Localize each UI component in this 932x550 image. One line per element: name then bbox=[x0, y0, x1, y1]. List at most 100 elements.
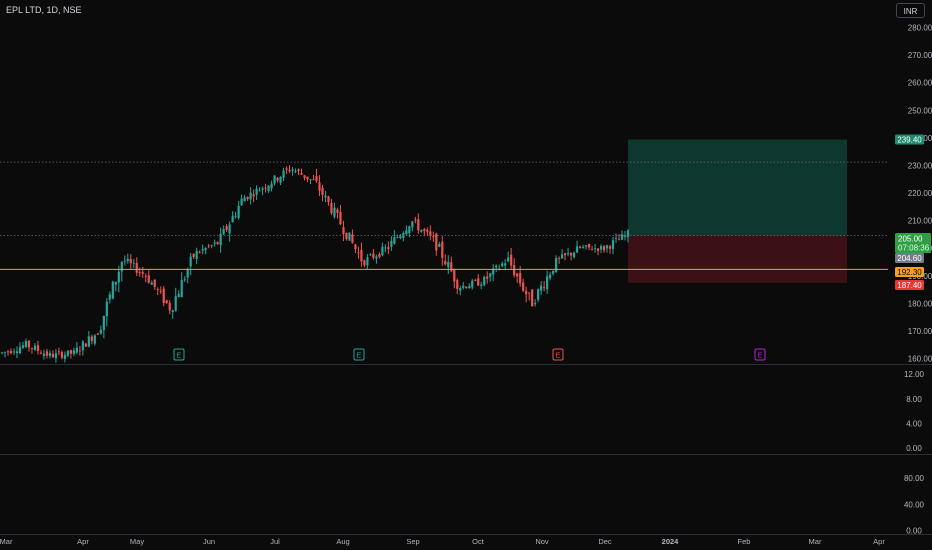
candle bbox=[261, 188, 264, 190]
candle bbox=[336, 209, 339, 213]
candle bbox=[623, 235, 627, 237]
candle bbox=[105, 301, 108, 317]
candle bbox=[411, 221, 414, 228]
candle bbox=[375, 256, 378, 259]
svg-text:205.00: 205.00 bbox=[898, 235, 923, 244]
time-tick-label: Jun bbox=[203, 537, 215, 546]
candle bbox=[273, 175, 276, 184]
candle bbox=[51, 353, 55, 358]
candle bbox=[213, 242, 216, 244]
target-zone bbox=[628, 139, 847, 236]
candle bbox=[602, 246, 606, 251]
candle bbox=[608, 246, 612, 249]
candle bbox=[599, 246, 603, 250]
candle bbox=[426, 229, 429, 232]
candle bbox=[519, 273, 522, 284]
candle bbox=[405, 230, 408, 235]
candle bbox=[572, 252, 576, 257]
candle bbox=[117, 271, 120, 283]
candle bbox=[45, 351, 49, 356]
candle bbox=[48, 352, 52, 356]
candle bbox=[564, 253, 567, 256]
candle bbox=[189, 256, 192, 267]
candle bbox=[423, 229, 426, 232]
earnings-event-marker[interactable]: E bbox=[552, 348, 564, 361]
candle bbox=[183, 279, 186, 281]
time-tick-label: Nov bbox=[535, 537, 549, 546]
candle bbox=[495, 265, 498, 268]
candle bbox=[351, 234, 354, 243]
candle bbox=[626, 230, 630, 238]
candle bbox=[69, 350, 72, 354]
candle bbox=[138, 271, 141, 273]
candle bbox=[222, 229, 225, 235]
candle bbox=[489, 273, 492, 277]
candle bbox=[195, 250, 198, 259]
candle bbox=[246, 196, 249, 200]
svg-text:187.40: 187.40 bbox=[897, 281, 922, 290]
candle bbox=[593, 248, 597, 250]
time-tick-label: Dec bbox=[598, 537, 612, 546]
candle bbox=[153, 279, 156, 288]
svg-text:E: E bbox=[177, 353, 182, 360]
candle bbox=[225, 226, 228, 231]
candle bbox=[231, 215, 234, 223]
support-price-tag: 192.30 bbox=[895, 267, 924, 277]
candle bbox=[555, 257, 558, 272]
candle bbox=[207, 245, 210, 247]
candle bbox=[99, 329, 102, 334]
candle bbox=[372, 253, 375, 258]
candle bbox=[399, 235, 402, 239]
candle bbox=[348, 232, 351, 241]
candle bbox=[417, 219, 420, 231]
candle bbox=[614, 237, 618, 239]
earnings-event-marker[interactable]: E bbox=[353, 348, 365, 361]
candle bbox=[309, 179, 312, 180]
indicator2-tick-label: 80.00 bbox=[904, 474, 925, 483]
candle bbox=[270, 183, 273, 189]
candle bbox=[516, 273, 519, 277]
candle bbox=[396, 237, 399, 238]
time-tick-label: Sep bbox=[406, 537, 419, 546]
candle bbox=[306, 176, 309, 180]
candle bbox=[381, 246, 384, 256]
candle bbox=[132, 262, 135, 264]
indicator2-tick-label: 40.00 bbox=[904, 500, 925, 509]
candle bbox=[363, 260, 366, 266]
time-axis[interactable]: Mar Apr May Jun Jul Aug Sep Oct Nov Dec 2024 Feb Mar… bbox=[0, 537, 885, 546]
time-tick-label: Feb bbox=[738, 537, 751, 546]
candle bbox=[201, 249, 204, 251]
earnings-event-marker[interactable]: E bbox=[754, 348, 766, 361]
candle bbox=[438, 243, 441, 247]
indicator1-tick-label: 4.00 bbox=[906, 419, 922, 428]
candle bbox=[60, 351, 64, 358]
candle bbox=[525, 290, 528, 295]
earnings-event-marker[interactable]: E bbox=[173, 348, 185, 361]
candle bbox=[444, 261, 447, 265]
candle bbox=[264, 187, 267, 189]
candle bbox=[54, 353, 58, 359]
price-tick-label: 220.00 bbox=[908, 189, 932, 198]
candle bbox=[96, 333, 99, 335]
candle bbox=[210, 245, 213, 247]
candle bbox=[300, 173, 303, 175]
candle bbox=[429, 231, 432, 236]
candle bbox=[501, 263, 504, 267]
candle bbox=[294, 170, 297, 172]
candle bbox=[129, 258, 132, 264]
target-price-tag: 239.40 bbox=[895, 134, 924, 145]
candle bbox=[204, 247, 207, 251]
currency-button[interactable]: INR bbox=[896, 3, 925, 18]
candle bbox=[9, 350, 13, 354]
candle bbox=[198, 252, 201, 253]
candle bbox=[285, 168, 288, 170]
candle bbox=[84, 343, 87, 347]
price-tick-label: 280.00 bbox=[908, 24, 932, 33]
candle bbox=[611, 240, 615, 249]
candle bbox=[144, 276, 147, 277]
candle bbox=[387, 247, 390, 249]
candle bbox=[24, 341, 28, 347]
